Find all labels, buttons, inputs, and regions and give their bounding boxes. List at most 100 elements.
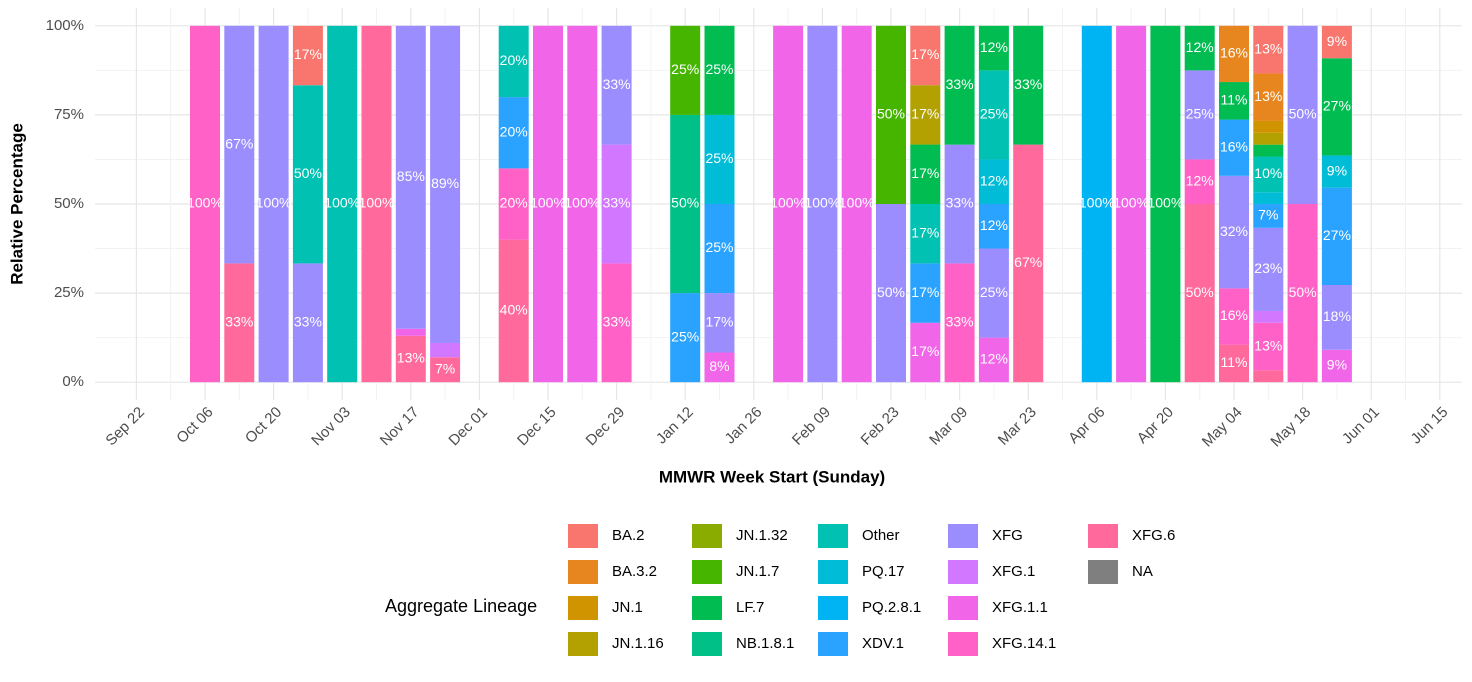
y-tick-label: 0% — [62, 373, 84, 390]
segment-label: 89% — [431, 175, 459, 191]
segment-label: 50% — [1186, 284, 1214, 300]
segment-label: 50% — [294, 165, 322, 181]
bar-segment — [1321, 25, 1352, 59]
segment-label: 25% — [980, 106, 1008, 122]
segment-label: 100% — [359, 195, 395, 211]
segment-label: 50% — [877, 106, 905, 122]
bar-segment — [1219, 82, 1249, 120]
segment-label: 17% — [705, 313, 733, 329]
bar-segment — [224, 263, 255, 383]
bar-segment — [1150, 25, 1181, 383]
segment-label: 7% — [435, 360, 455, 376]
segment-label: 50% — [1289, 284, 1317, 300]
legend-label: JN.1.16 — [612, 635, 664, 652]
segment-label: 33% — [1014, 76, 1042, 92]
legend-label: XFG — [992, 527, 1023, 544]
segment-label: 33% — [603, 195, 631, 211]
bar-segment — [841, 25, 872, 383]
segment-label: 18% — [1323, 308, 1351, 324]
bar-segment — [807, 25, 838, 383]
bar-segment — [978, 70, 1009, 160]
bar-segment — [292, 85, 323, 264]
legend-title: Aggregate Lineage — [385, 596, 537, 616]
segment-label: 12% — [1186, 172, 1214, 188]
legend-key — [818, 596, 848, 620]
segment-label: 12% — [980, 351, 1008, 367]
bar-segment — [1253, 144, 1284, 157]
bar-segment — [1253, 156, 1284, 193]
bar-segment — [704, 114, 735, 204]
legend-label: BA.3.2 — [612, 563, 657, 580]
segment-label: 12% — [980, 39, 1008, 55]
bar-segment — [1013, 25, 1044, 145]
segment-label: 13% — [1254, 337, 1282, 353]
legend-key — [818, 632, 848, 656]
legend-key — [948, 596, 978, 620]
x-axis-title: MMWR Week Start (Sunday) — [659, 467, 885, 486]
bar-segment — [670, 293, 701, 383]
segment-label: 25% — [705, 150, 733, 166]
legend-key — [1088, 560, 1118, 584]
segment-label: 10% — [1254, 165, 1282, 181]
segment-label: 25% — [1186, 106, 1214, 122]
bar-segment — [1253, 227, 1284, 311]
bar-segment — [327, 25, 358, 383]
segment-label: 33% — [946, 195, 974, 211]
segment-label: 33% — [603, 313, 631, 329]
bar-segment — [876, 204, 906, 383]
bar-segment — [1184, 204, 1215, 383]
bar-segment — [1253, 204, 1284, 228]
segment-label: 100% — [256, 195, 292, 211]
legend-label: PQ.2.8.1 — [862, 599, 921, 616]
segment-label: 13% — [1254, 40, 1282, 56]
legend-key — [568, 596, 598, 620]
bar-segment — [1321, 155, 1352, 188]
segment-label: 9% — [1327, 162, 1347, 178]
segment-label: 100% — [839, 195, 875, 211]
segment-label: 12% — [980, 217, 1008, 233]
bar-segment — [704, 204, 735, 294]
bar-segment — [910, 203, 941, 264]
segment-label: 100% — [1147, 195, 1183, 211]
bar-segment — [704, 352, 735, 383]
bar-segment — [430, 25, 461, 343]
bar-segment — [1219, 25, 1249, 83]
bar-segment — [876, 25, 906, 205]
bar-segment — [1219, 288, 1249, 345]
bar-segment — [670, 114, 701, 294]
segment-label: 67% — [225, 135, 253, 151]
segment-label: 17% — [911, 46, 939, 62]
bar-segment — [910, 144, 941, 204]
legend-key — [568, 524, 598, 548]
bar-segment — [1013, 144, 1044, 383]
segment-label: 25% — [671, 61, 699, 77]
bar-segment — [395, 335, 426, 383]
segment-label: 25% — [671, 328, 699, 344]
bar-segment — [1321, 187, 1352, 286]
legend: BA.2 BA.3.2 JN.1 JN.1.16 JN.1.32 JN.1.7 LF.7 NB… — [568, 524, 1175, 656]
bar-segment — [910, 85, 941, 145]
segment-label: 85% — [397, 168, 425, 184]
bar-segment — [361, 25, 392, 383]
bar-segment — [1287, 25, 1318, 205]
bar-segment — [601, 144, 632, 264]
bar-segment — [258, 25, 289, 383]
segment-label: 33% — [294, 313, 322, 329]
segment-label: 50% — [877, 284, 905, 300]
bar-segment — [978, 248, 1009, 338]
bar-segment — [498, 239, 529, 383]
legend-key — [692, 596, 722, 620]
bar-segment — [1219, 175, 1249, 289]
legend-label: XDV.1 — [862, 635, 904, 652]
bar-segment — [704, 293, 735, 353]
bar-segment — [978, 25, 1009, 71]
legend-label: JN.1 — [612, 599, 643, 616]
legend-key — [692, 560, 722, 584]
y-tick-label: 50% — [54, 195, 84, 212]
segment-label: 100% — [1113, 195, 1149, 211]
bar-segment — [601, 263, 632, 383]
bar-segment — [1184, 25, 1215, 71]
bar-segment — [224, 25, 255, 264]
segment-label: 16% — [1220, 307, 1248, 323]
bar-segment — [498, 25, 529, 98]
